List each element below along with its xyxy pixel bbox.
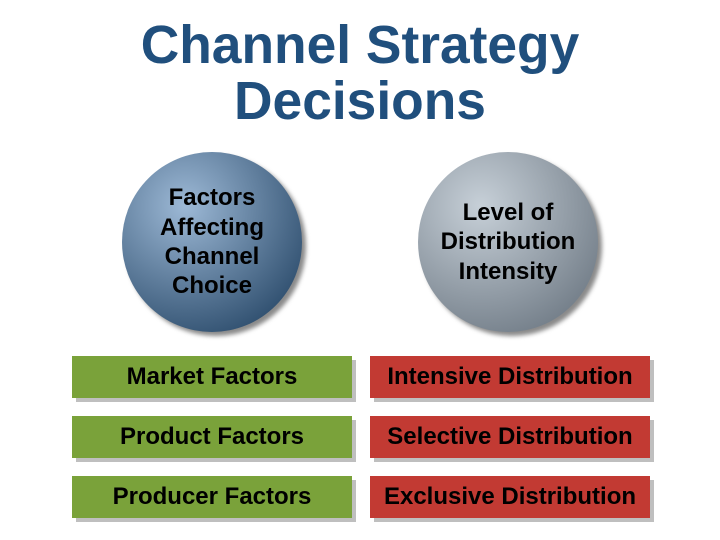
bar-face: Product Factors (72, 416, 352, 458)
bar-label: Intensive Distribution (387, 363, 632, 391)
bar-label: Selective Distribution (387, 423, 632, 451)
bar-label: Producer Factors (113, 483, 312, 511)
left-bar-1: Product Factors (72, 416, 352, 458)
circle-left-label: FactorsAffectingChannelChoice (160, 183, 264, 300)
bar-face: Intensive Distribution (370, 356, 650, 398)
title-line-2: Decisions (0, 74, 720, 130)
circle-right: Level ofDistributionIntensity (418, 152, 598, 332)
bar-face: Exclusive Distribution (370, 476, 650, 518)
circle-right-face: Level ofDistributionIntensity (418, 152, 598, 332)
slide: Channel Strategy Decisions FactorsAffect… (0, 0, 720, 540)
bar-face: Market Factors (72, 356, 352, 398)
right-bar-1: Selective Distribution (370, 416, 650, 458)
slide-title: Channel Strategy Decisions (0, 18, 720, 130)
left-bar-0: Market Factors (72, 356, 352, 398)
circle-left: FactorsAffectingChannelChoice (122, 152, 302, 332)
bar-label: Market Factors (127, 363, 298, 391)
left-bar-2: Producer Factors (72, 476, 352, 518)
bar-label: Product Factors (120, 423, 304, 451)
right-bar-2: Exclusive Distribution (370, 476, 650, 518)
circle-right-label: Level ofDistributionIntensity (441, 198, 576, 286)
bar-face: Selective Distribution (370, 416, 650, 458)
right-bar-0: Intensive Distribution (370, 356, 650, 398)
bar-face: Producer Factors (72, 476, 352, 518)
circle-left-face: FactorsAffectingChannelChoice (122, 152, 302, 332)
bar-label: Exclusive Distribution (384, 483, 636, 511)
title-line-1: Channel Strategy (0, 18, 720, 74)
